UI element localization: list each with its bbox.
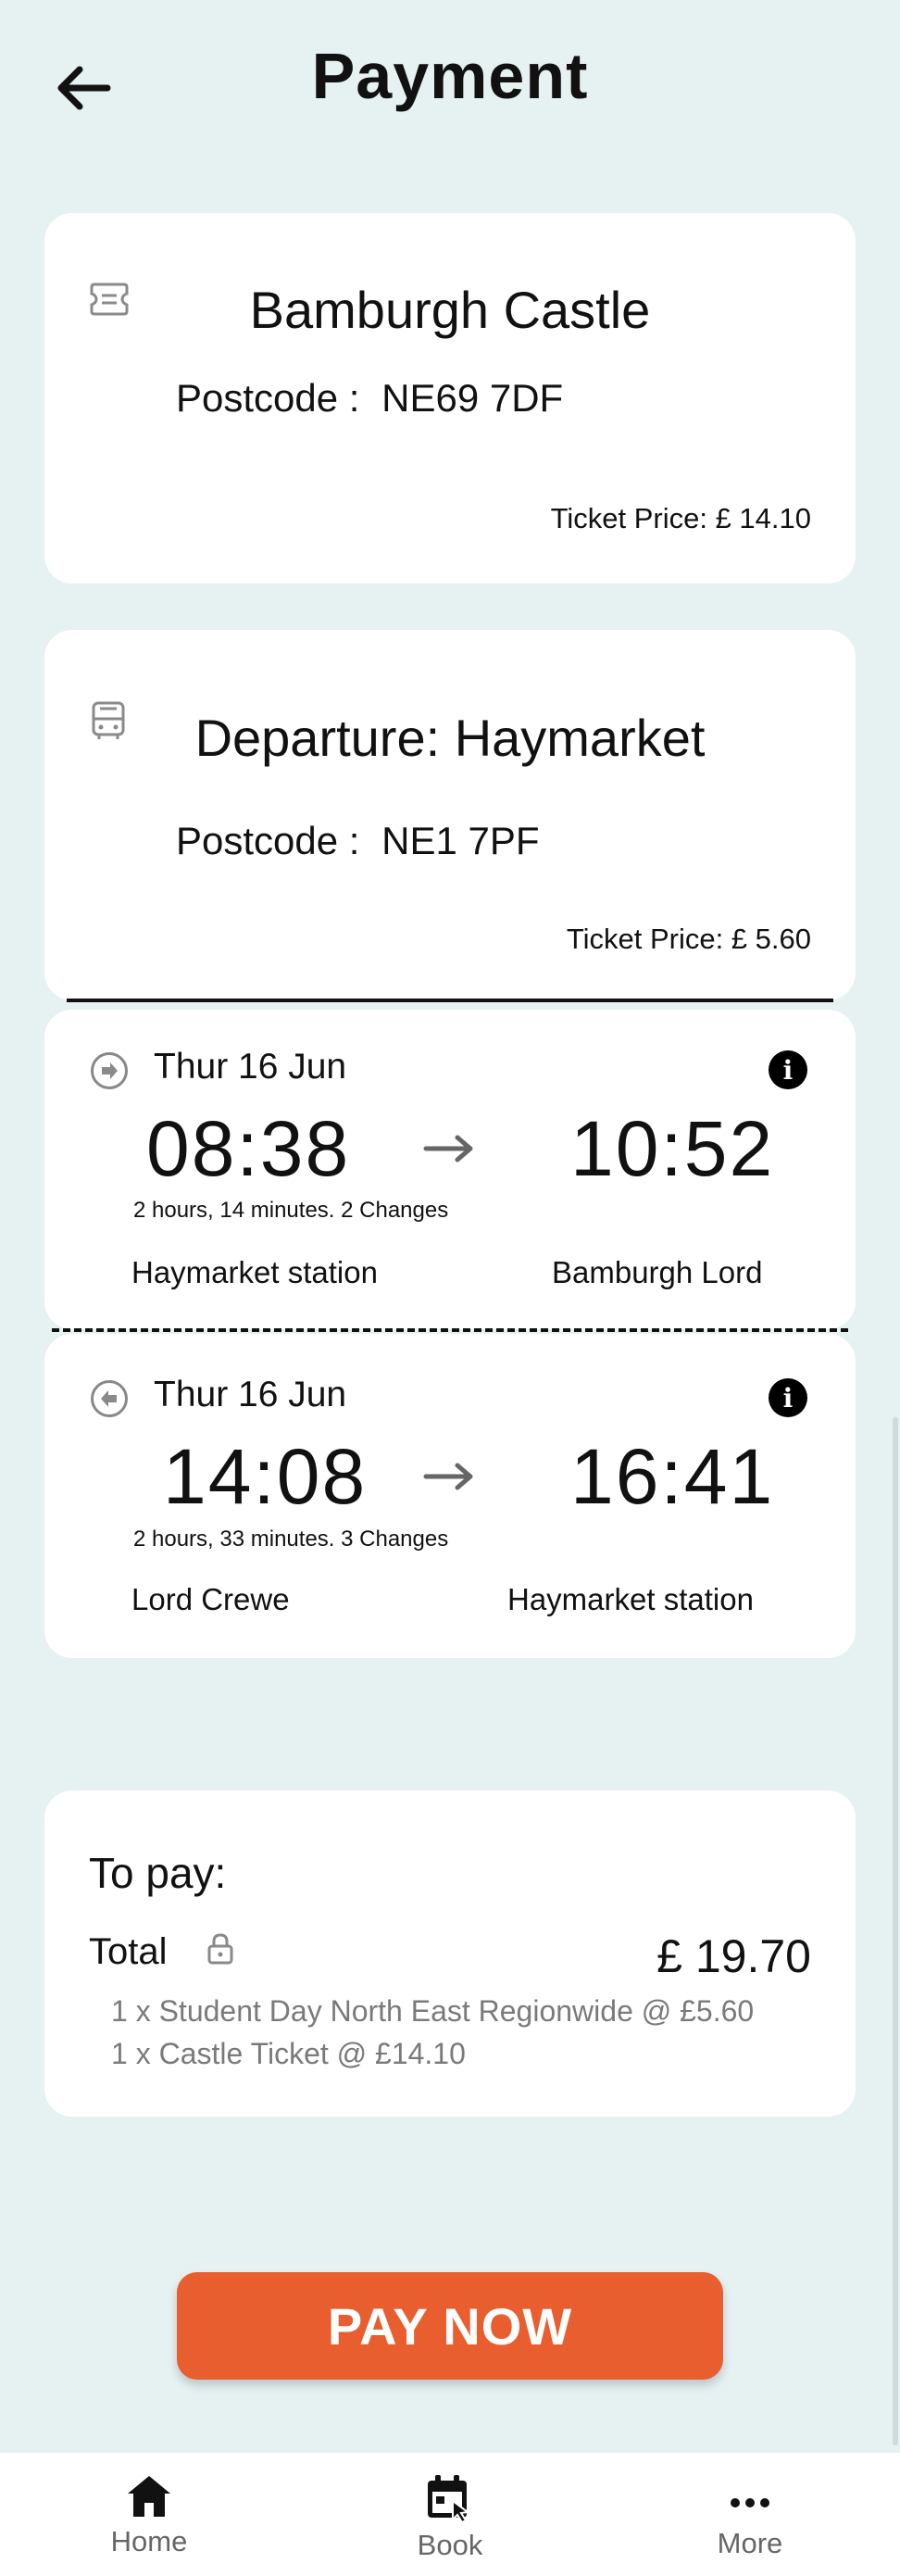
info-icon[interactable]: i [769,1378,807,1417]
outbound-arrive-time: 10:52 [570,1105,775,1192]
outbound-depart-time: 08:38 [146,1105,351,1192]
lock-icon [207,1933,233,1965]
bottom-navigation: Home Book More [0,2453,900,2576]
nav-item-book[interactable]: Book [357,2453,543,2576]
outbound-journey-card[interactable]: Thur 16 Jun i 08:38 10:52 2 hours, 14 mi… [44,1010,856,1329]
arrow-right-icon [423,1463,473,1490]
home-icon [128,2476,170,2517]
return-arrive-time: 16:41 [570,1433,775,1520]
summary-heading: To pay: [89,1849,227,1897]
more-icon [731,2498,769,2507]
bus-icon [92,701,125,739]
return-date: Thur 16 Jun [154,1375,347,1414]
destination-name: Bamburgh Castle [249,281,651,339]
departure-name: Departure: Haymarket [194,709,706,767]
outbound-to-station: Bamburgh Lord [552,1255,763,1289]
pay-now-button[interactable]: PAY NOW [177,2272,723,2380]
destination-ticket-price: Ticket Price: £ 14.10 [550,502,811,534]
outbound-from-station: Haymarket station [131,1255,378,1289]
summary-item: 1 x Student Day North East Regionwide @ … [111,1994,755,2028]
nav-item-more[interactable]: More [657,2453,843,2576]
back-button[interactable] [46,51,120,125]
departure-postcode: Postcode : NE1 7PF [176,819,540,863]
arrow-right-circle-icon [91,1052,128,1089]
arrow-right-icon [423,1135,473,1162]
nav-item-home[interactable]: Home [56,2453,242,2576]
outbound-date: Thur 16 Jun [154,1047,347,1087]
total-value: £ 19.70 [656,1930,811,1982]
postcode-value: NE69 7DF [381,376,564,420]
dashed-divider [52,1328,848,1332]
postcode-label: Postcode : [176,819,360,862]
return-journey-card[interactable]: Thur 16 Jun i 14:08 16:41 2 hours, 33 mi… [44,1334,856,1658]
page-title: Payment [311,40,589,112]
outbound-duration: 2 hours, 14 minutes. 2 Changes [133,1198,449,1223]
scrollbar[interactable] [893,1417,898,2445]
payment-summary-card: To pay: Total £ 19.70 1 x Student Day No… [44,1791,856,2117]
destination-postcode: Postcode : NE69 7DF [176,376,563,421]
postcode-label: Postcode : [176,376,360,420]
nav-label-book: Book [417,2529,483,2561]
divider [67,999,833,1002]
info-icon[interactable]: i [769,1050,807,1089]
destination-card: Bamburgh Castle Postcode : NE69 7DF Tick… [44,213,856,584]
postcode-value: NE1 7PF [381,819,540,862]
book-calendar-icon [428,2475,470,2523]
return-from-station: Lord Crewe [131,1582,290,1616]
departure-ticket-price: Ticket Price: £ 5.60 [566,923,811,955]
nav-label-more: More [717,2527,783,2559]
departure-card: Departure: Haymarket Postcode : NE1 7PF … [44,630,856,1000]
ticket-icon [90,283,129,316]
return-depart-time: 14:08 [163,1433,368,1520]
arrow-left-icon [57,66,111,110]
return-to-station: Haymarket station [507,1582,754,1616]
arrow-left-circle-icon [91,1380,128,1417]
summary-item: 1 x Castle Ticket @ £14.10 [111,2037,466,2070]
nav-label-home: Home [110,2525,188,2557]
total-label: Total [89,1931,168,1972]
return-duration: 2 hours, 33 minutes. 3 Changes [133,1527,449,1552]
